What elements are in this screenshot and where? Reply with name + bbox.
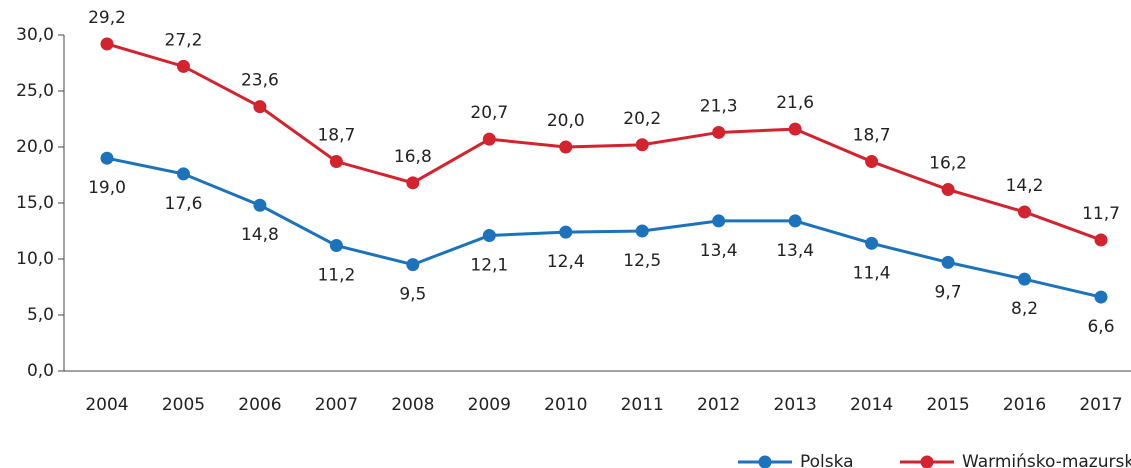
- y-tick-label: 5,0: [27, 305, 54, 325]
- x-tick-label: 2006: [238, 395, 281, 415]
- data-label: 11,4: [853, 263, 891, 283]
- data-point: [788, 214, 802, 228]
- data-label: 6,6: [1087, 317, 1114, 337]
- legend-label: Polska: [800, 452, 854, 468]
- data-point: [941, 183, 955, 197]
- data-point: [865, 236, 879, 250]
- data-label: 18,7: [317, 126, 355, 146]
- x-tick-label: 2014: [850, 395, 893, 415]
- x-tick-label: 2007: [315, 395, 358, 415]
- x-tick-label: 2010: [544, 395, 587, 415]
- data-label: 9,7: [935, 282, 962, 302]
- data-label: 12,5: [623, 251, 661, 271]
- x-tick-label: 2009: [468, 395, 511, 415]
- x-tick-label: 2017: [1079, 395, 1122, 415]
- data-point: [482, 132, 496, 146]
- series-line: [106, 156, 1102, 299]
- data-label: 27,2: [165, 30, 203, 50]
- x-tick-label: 2016: [1003, 395, 1046, 415]
- data-point: [865, 155, 879, 169]
- data-label: 20,0: [547, 111, 585, 131]
- y-tick-label: 25,0: [16, 81, 54, 101]
- y-tick-label: 15,0: [16, 193, 54, 213]
- data-point: [100, 151, 114, 165]
- data-label: 12,4: [547, 252, 585, 272]
- x-tick-label: 2004: [85, 395, 128, 415]
- data-point: [176, 59, 190, 73]
- data-label: 17,6: [165, 194, 203, 214]
- data-point: [482, 228, 496, 242]
- y-tick-label: 20,0: [16, 137, 54, 157]
- data-label: 13,4: [776, 241, 814, 261]
- data-point: [1018, 272, 1032, 286]
- data-label: 13,4: [700, 241, 738, 261]
- data-label: 11,7: [1082, 204, 1120, 224]
- data-label: 8,2: [1011, 299, 1038, 319]
- data-point: [406, 176, 420, 190]
- series-line: [106, 42, 1102, 242]
- data-point: [329, 155, 343, 169]
- data-point: [559, 225, 573, 239]
- data-label: 21,3: [700, 96, 738, 116]
- data-point: [100, 37, 114, 51]
- data-point: [559, 140, 573, 154]
- x-tick-label: 2005: [162, 395, 205, 415]
- data-point: [712, 125, 726, 139]
- data-label: 16,8: [394, 147, 432, 167]
- x-tick-label: 2013: [774, 395, 817, 415]
- legend-marker: [920, 455, 934, 468]
- data-label: 14,2: [1006, 176, 1044, 196]
- legend-label: Warmińsko-mazurskie: [962, 452, 1131, 468]
- legend-marker: [758, 455, 772, 468]
- data-point: [176, 167, 190, 181]
- y-tick-label: 30,0: [16, 25, 54, 45]
- x-tick-label: 2011: [621, 395, 664, 415]
- data-label: 11,2: [317, 266, 355, 286]
- data-label: 20,2: [623, 109, 661, 129]
- data-label: 20,7: [470, 103, 508, 123]
- data-point: [406, 258, 420, 272]
- data-point: [253, 100, 267, 114]
- x-tick-label: 2012: [697, 395, 740, 415]
- data-label: 9,5: [399, 285, 426, 305]
- data-point: [1094, 290, 1108, 304]
- x-tick-label: 2015: [926, 395, 969, 415]
- x-tick-label: 2008: [391, 395, 434, 415]
- data-label: 23,6: [241, 71, 279, 91]
- data-label: 29,2: [88, 8, 126, 28]
- data-label: 21,6: [776, 93, 814, 113]
- data-point: [712, 214, 726, 228]
- data-point: [788, 122, 802, 136]
- data-label: 18,7: [853, 126, 891, 146]
- data-label: 16,2: [929, 154, 967, 174]
- data-point: [1018, 205, 1032, 219]
- y-tick-label: 0,0: [27, 361, 54, 381]
- y-tick-label: 10,0: [16, 249, 54, 269]
- data-point: [1094, 233, 1108, 247]
- data-label: 14,8: [241, 225, 279, 245]
- data-point: [329, 239, 343, 253]
- data-point: [635, 138, 649, 152]
- data-point: [635, 224, 649, 238]
- data-label: 19,0: [88, 178, 126, 198]
- data-point: [941, 255, 955, 269]
- data-label: 12,1: [470, 255, 508, 275]
- data-point: [253, 198, 267, 212]
